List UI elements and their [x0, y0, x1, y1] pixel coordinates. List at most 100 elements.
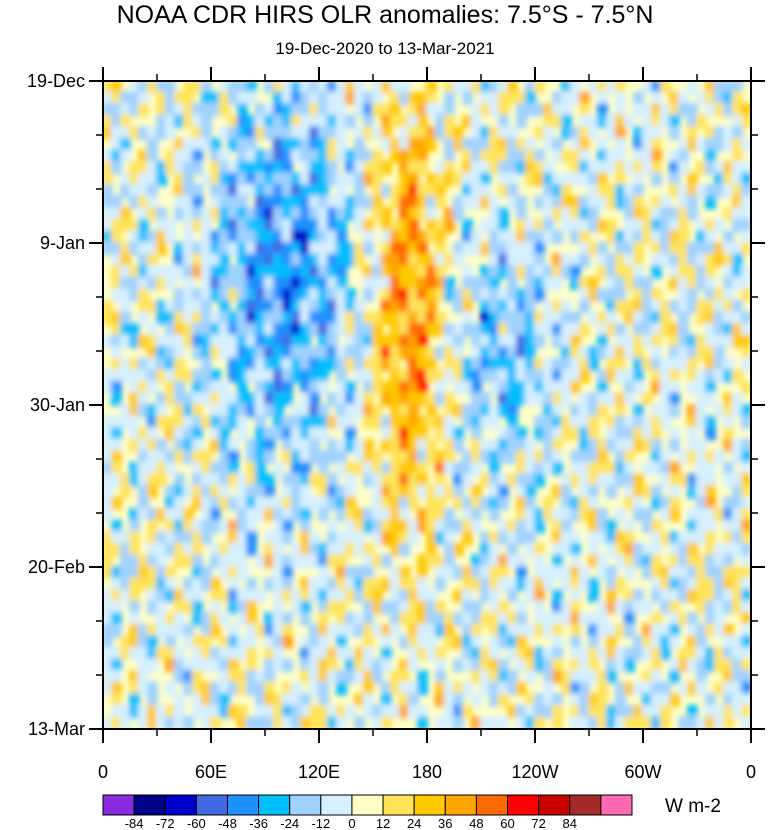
anomaly-cell [165, 531, 176, 545]
anomaly-cell [183, 681, 194, 696]
anomaly-cell [300, 91, 311, 106]
anomaly-cell [678, 265, 689, 279]
anomaly-cell [570, 207, 581, 221]
anomaly-cell [120, 473, 131, 487]
anomaly-cell [336, 346, 347, 360]
anomaly-cell [471, 623, 482, 638]
anomaly-cell [318, 114, 329, 129]
anomaly-cell [174, 600, 185, 615]
anomaly-cell [741, 137, 751, 152]
anomaly-cell [624, 299, 635, 314]
anomaly-cell [327, 230, 338, 244]
anomaly-cell [651, 496, 662, 511]
anomaly-cell [723, 704, 734, 719]
anomaly-cell [192, 427, 203, 441]
anomaly-cell [660, 218, 671, 233]
anomaly-cell [741, 161, 751, 175]
anomaly-cell [741, 600, 751, 615]
anomaly-cell [705, 218, 716, 233]
anomaly-cell [237, 276, 248, 291]
anomaly-cell [165, 427, 176, 441]
anomaly-cell [552, 299, 563, 314]
anomaly-cell [156, 415, 167, 430]
anomaly-cell [507, 681, 518, 696]
anomaly-cell [489, 566, 500, 580]
anomaly-cell [552, 600, 563, 615]
anomaly-cell [228, 404, 239, 418]
anomaly-cell [381, 276, 392, 291]
anomaly-cell [381, 334, 392, 349]
anomaly-cell [489, 103, 500, 117]
anomaly-cell [192, 253, 203, 268]
anomaly-cell [480, 473, 491, 487]
anomaly-cell [462, 612, 473, 626]
anomaly-cell [741, 566, 751, 580]
anomaly-cell [300, 427, 311, 441]
y-tick-label: 9-Jan [40, 233, 85, 253]
anomaly-cell [103, 589, 113, 603]
anomaly-cell [381, 716, 392, 729]
anomaly-cell [588, 704, 599, 719]
colorbar-swatch [133, 794, 166, 816]
anomaly-cell [633, 242, 644, 256]
anomaly-cell [669, 485, 680, 499]
anomaly-cell [516, 161, 527, 175]
anomaly-cell [183, 392, 194, 406]
anomaly-cell [264, 542, 275, 557]
anomaly-cell [210, 438, 221, 453]
anomaly-cell [624, 647, 635, 661]
anomaly-cell [462, 589, 473, 603]
anomaly-cell [354, 207, 365, 221]
anomaly-cell [453, 346, 464, 360]
anomaly-cell [444, 161, 455, 175]
anomaly-cell [156, 392, 167, 406]
anomaly-cell [264, 716, 275, 729]
anomaly-cell [417, 670, 428, 684]
anomaly-cell [327, 392, 338, 406]
anomaly-cell [435, 531, 446, 545]
anomaly-cell [147, 415, 158, 430]
anomaly-cell [489, 693, 500, 707]
anomaly-cell [210, 473, 221, 487]
anomaly-cell [363, 647, 374, 661]
anomaly-cell [408, 600, 419, 615]
anomaly-cell [678, 681, 689, 696]
anomaly-cell [741, 195, 751, 210]
anomaly-cell [273, 577, 284, 592]
anomaly-cell [444, 369, 455, 383]
anomaly-cell [282, 288, 293, 302]
anomaly-cell [103, 542, 113, 557]
anomaly-cell [597, 531, 608, 545]
anomaly-cell [381, 577, 392, 592]
anomaly-cell [723, 276, 734, 291]
anomaly-cell [120, 716, 131, 729]
anomaly-cell [282, 103, 293, 117]
anomaly-cell [246, 357, 257, 372]
anomaly-cell [336, 369, 347, 383]
anomaly-cell [399, 288, 410, 302]
anomaly-cell [237, 427, 248, 441]
anomaly-cell [732, 635, 743, 649]
anomaly-cell [246, 161, 257, 175]
anomaly-cell [192, 554, 203, 568]
anomaly-cell [273, 635, 284, 649]
anomaly-cell [615, 716, 626, 729]
anomaly-cell [363, 415, 374, 430]
anomaly-cell [399, 230, 410, 244]
anomaly-cell [408, 346, 419, 360]
anomaly-cell [471, 380, 482, 395]
anomaly-cell [471, 427, 482, 441]
anomaly-cell [408, 114, 419, 129]
anomaly-cell [390, 299, 401, 314]
anomaly-cell [336, 635, 347, 649]
anomaly-cell [489, 589, 500, 603]
colorbar-swatch [413, 794, 446, 816]
anomaly-cell [309, 531, 320, 545]
anomaly-cell [210, 242, 221, 256]
anomaly-cell [696, 577, 707, 592]
anomaly-cell [516, 323, 527, 337]
anomaly-cell [192, 658, 203, 673]
anomaly-cell [417, 137, 428, 152]
anomaly-cell [498, 253, 509, 268]
anomaly-cell [327, 323, 338, 337]
